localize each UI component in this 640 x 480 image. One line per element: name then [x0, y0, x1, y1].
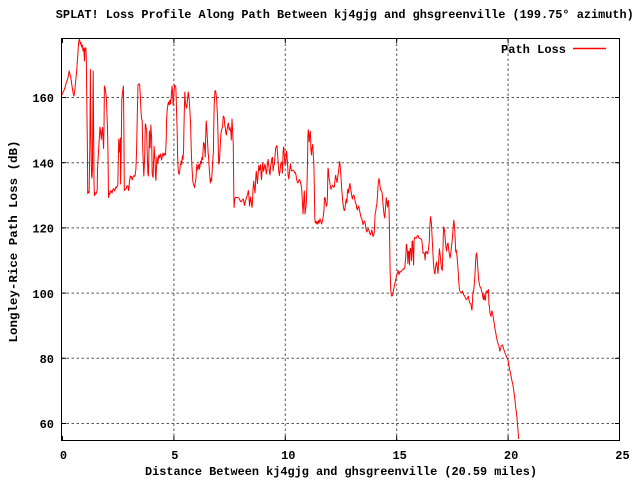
svg-text:160: 160: [32, 92, 54, 106]
svg-text:5: 5: [171, 449, 178, 463]
svg-text:Path Loss: Path Loss: [501, 43, 566, 57]
svg-text:120: 120: [32, 223, 54, 237]
svg-text:140: 140: [32, 157, 54, 171]
svg-text:20: 20: [504, 449, 518, 463]
svg-text:0: 0: [60, 449, 67, 463]
svg-text:Distance Between kj4gjg and gh: Distance Between kj4gjg and ghsgreenvill…: [145, 465, 537, 479]
svg-text:SPLAT! Loss Profile Along Path: SPLAT! Loss Profile Along Path Between k…: [56, 8, 634, 22]
svg-text:80: 80: [40, 353, 54, 367]
svg-text:15: 15: [392, 449, 406, 463]
svg-text:10: 10: [281, 449, 295, 463]
svg-text:100: 100: [32, 288, 54, 302]
svg-text:25: 25: [615, 449, 629, 463]
svg-text:60: 60: [40, 418, 54, 432]
svg-text:Longley-Rice Path Loss (dB): Longley-Rice Path Loss (dB): [7, 140, 21, 342]
